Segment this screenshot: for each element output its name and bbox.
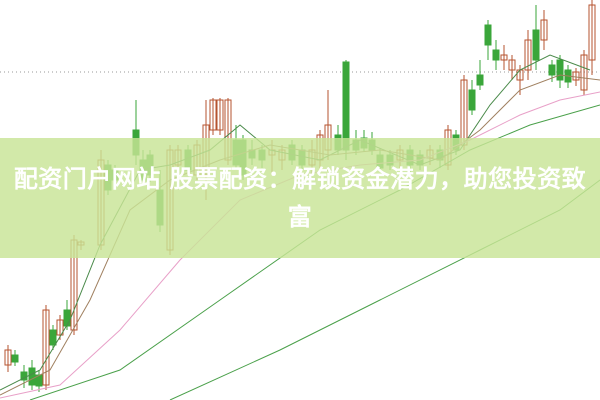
candle-down [28, 367, 36, 386]
candle-down [492, 49, 500, 61]
candle-up [524, 39, 532, 71]
candle-up [500, 54, 508, 61]
candle-up [42, 309, 50, 386]
candle-up [56, 319, 64, 336]
candle-down [468, 89, 476, 111]
candle-up [508, 59, 516, 71]
candle-down [342, 61, 350, 151]
candle-down [484, 24, 492, 46]
candle-down [49, 329, 57, 346]
candle-down [63, 309, 71, 327]
candle-up [4, 349, 12, 366]
candle-down [532, 29, 540, 61]
candle-up [216, 99, 224, 131]
candle-down [11, 354, 19, 363]
headline: 配资门户网站 股票配资：解锁资金潜力，助您投资致富 [13, 165, 587, 231]
candle-up [209, 99, 217, 131]
candle-up [588, 4, 596, 61]
candle-down [556, 59, 564, 81]
candle-down [548, 64, 556, 76]
candle-up [572, 71, 580, 81]
candle-up [580, 54, 588, 91]
candle-down [476, 74, 484, 86]
candle-up [540, 19, 548, 41]
title-banner [0, 138, 600, 258]
